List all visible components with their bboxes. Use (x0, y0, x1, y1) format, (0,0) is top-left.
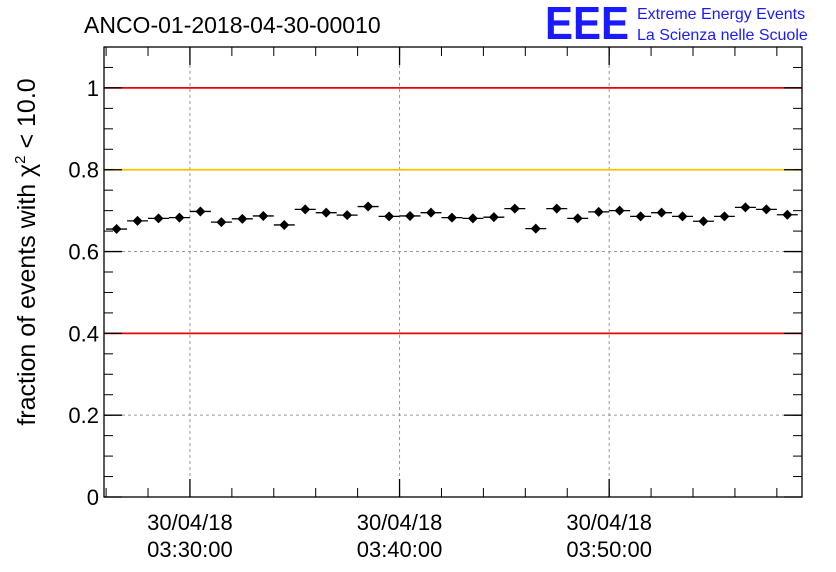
point-marker (719, 211, 730, 222)
data-point (672, 211, 694, 222)
grid-layer (104, 47, 802, 497)
data-point (588, 206, 610, 217)
data-point (378, 211, 400, 222)
data-point (420, 207, 442, 218)
y-axis-label: fraction of events with χ2 < 10.0 (12, 78, 41, 425)
data-points (106, 201, 798, 235)
data-point (441, 212, 463, 223)
data-point (776, 209, 798, 220)
y-tick-label: 0.8 (68, 158, 99, 183)
data-point (734, 202, 756, 213)
point-marker (321, 207, 332, 218)
eee-logo: EEE Extreme Energy Events La Scienza nel… (545, 0, 808, 49)
point-marker (300, 204, 311, 215)
point-marker (153, 213, 164, 224)
point-marker (384, 211, 395, 222)
point-marker (174, 212, 185, 223)
data-point (189, 206, 211, 217)
point-marker (530, 223, 541, 234)
point-marker (363, 201, 374, 212)
point-marker (237, 213, 248, 224)
data-point (315, 207, 337, 218)
data-point (713, 211, 735, 222)
point-marker (614, 205, 625, 216)
data-point (294, 204, 316, 215)
x-tick-label-date: 30/04/18 (357, 510, 443, 535)
point-marker (342, 210, 353, 221)
data-point (106, 224, 128, 235)
point-marker (195, 206, 206, 217)
x-tick-label-time: 03:40:00 (357, 537, 443, 562)
data-point (357, 201, 379, 212)
data-point (755, 204, 777, 215)
data-point (210, 217, 232, 228)
x-tick-label-time: 03:30:00 (147, 537, 233, 562)
y-tick-label: 1 (87, 76, 99, 101)
data-point (546, 203, 568, 214)
chart-title: ANCO-01-2018-04-30-00010 (84, 12, 381, 38)
point-marker (509, 203, 520, 214)
point-marker (425, 207, 436, 218)
data-point (651, 207, 673, 218)
logo-line1: Extreme Energy Events (637, 6, 805, 23)
y-tick-label: 0.4 (68, 321, 99, 346)
point-marker (698, 216, 709, 227)
point-marker (677, 211, 688, 222)
data-point (231, 213, 253, 224)
x-tick-label-date: 30/04/18 (147, 510, 233, 535)
point-marker (467, 213, 478, 224)
y-tick-label: 0.6 (68, 240, 99, 265)
data-point (504, 203, 526, 214)
data-point (525, 223, 547, 234)
data-point (252, 210, 274, 221)
point-marker (761, 204, 772, 215)
y-tick-label: 0.2 (68, 403, 99, 428)
point-marker (279, 219, 290, 230)
data-point (399, 210, 421, 221)
data-point (609, 205, 631, 216)
axis-ticks (104, 46, 802, 498)
point-marker (405, 210, 416, 221)
point-marker (740, 202, 751, 213)
data-point (567, 213, 589, 224)
reference-lines (104, 87, 802, 335)
data-point (462, 213, 484, 224)
x-tick-label-time: 03:50:00 (566, 537, 652, 562)
point-marker (446, 212, 457, 223)
data-point (483, 212, 505, 223)
data-point (630, 211, 652, 222)
data-point (168, 212, 190, 223)
plot-frame (103, 46, 803, 498)
data-point (148, 213, 169, 224)
point-marker (132, 215, 143, 226)
logo-line2: La Scienza nelle Scuole (637, 27, 808, 44)
data-point (273, 219, 295, 230)
point-marker (488, 212, 499, 223)
point-marker (258, 210, 269, 221)
logo-mark: EEE (545, 0, 629, 49)
point-marker (572, 213, 583, 224)
y-tick-label: 0 (87, 485, 99, 510)
x-tick-label-date: 30/04/18 (566, 510, 652, 535)
data-point (336, 210, 358, 221)
point-marker (111, 224, 122, 235)
point-marker (216, 217, 227, 228)
point-marker (656, 207, 667, 218)
point-marker (635, 211, 646, 222)
data-point (127, 215, 149, 226)
point-marker (551, 203, 562, 214)
point-marker (782, 209, 793, 220)
point-marker (593, 206, 604, 217)
data-point (693, 216, 714, 227)
